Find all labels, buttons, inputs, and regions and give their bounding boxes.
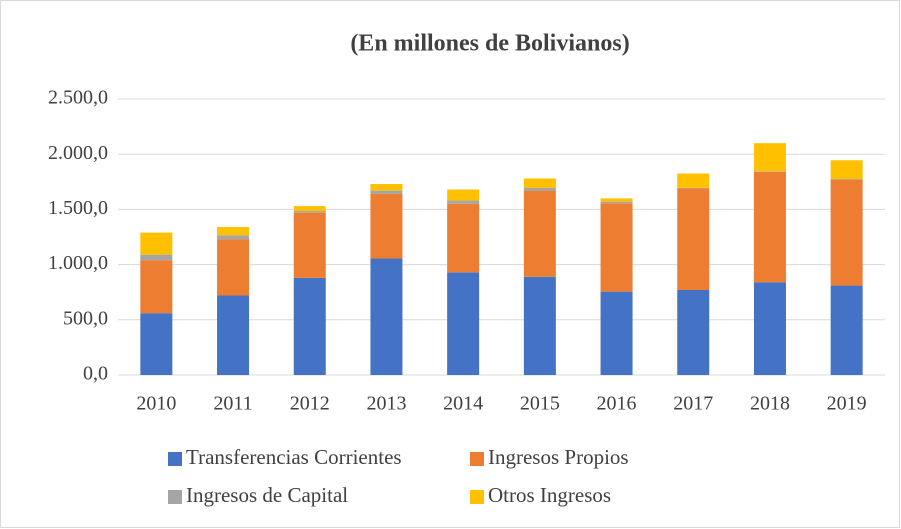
legend-label: Transferencias Corrientes	[186, 445, 402, 469]
bar-segment	[523, 187, 556, 191]
bar-segment	[140, 313, 173, 375]
bar-segment	[600, 201, 633, 204]
bar-segment	[523, 276, 556, 375]
bar-segment	[753, 143, 786, 172]
bar-segment	[370, 184, 403, 191]
chart-title: (En millones de Bolivianos)	[350, 31, 629, 57]
x-tick-label: 2011	[213, 393, 252, 415]
bar-segment	[677, 187, 710, 189]
x-tick-label: 2016	[597, 393, 637, 415]
bar-segment	[830, 160, 863, 180]
y-tick-label: 0,0	[83, 363, 108, 385]
legend-label: Ingresos Propios	[488, 445, 629, 469]
bar-segment	[830, 285, 863, 375]
bar-segment	[140, 260, 173, 314]
x-tick-label: 2018	[750, 393, 790, 415]
bar-segment	[677, 289, 710, 375]
bar-segment	[217, 227, 250, 236]
bar-segment	[677, 173, 710, 188]
y-tick-label: 2.000,0	[48, 142, 108, 164]
bar-segment	[600, 198, 633, 202]
bar-segment	[447, 272, 480, 375]
legend-swatch	[470, 452, 484, 466]
x-tick-label: 2014	[443, 393, 483, 415]
y-tick-label: 1.000,0	[48, 252, 108, 274]
legend-label: Ingresos de Capital	[186, 483, 348, 507]
bar-segment	[140, 232, 173, 255]
bar-segment	[830, 179, 863, 286]
bar-segment	[370, 190, 403, 194]
bar-segment	[753, 171, 786, 172]
legend-swatch	[470, 490, 484, 504]
bar-segment	[600, 203, 633, 292]
x-tick-label: 2017	[673, 393, 713, 415]
x-tick-label: 2019	[827, 393, 867, 415]
bar-segment	[600, 291, 633, 375]
bar-segment	[293, 277, 326, 375]
bar-segment	[293, 206, 326, 212]
bar-segment	[447, 200, 480, 204]
bar-segment	[140, 254, 173, 261]
x-tick-label: 2015	[520, 393, 560, 415]
bar-segment	[677, 188, 710, 290]
y-tick-label: 2.500,0	[48, 87, 108, 109]
bar-segment	[217, 295, 250, 375]
x-tick-label: 2010	[136, 393, 176, 415]
bar-segment	[293, 211, 326, 213]
bar-segment	[217, 239, 250, 296]
y-tick-label: 1.500,0	[48, 197, 108, 219]
legend-label: Otros Ingresos	[488, 483, 611, 507]
bar-segment	[523, 190, 556, 277]
x-tick-label: 2013	[366, 393, 406, 415]
bar-segment	[523, 178, 556, 188]
bar-segment	[830, 179, 863, 180]
x-tick-label: 2012	[290, 393, 330, 415]
legend-swatch	[168, 452, 182, 466]
bar-segment	[293, 212, 326, 278]
bar-segment	[753, 171, 786, 283]
legend-swatch	[168, 490, 182, 504]
bar-segment	[370, 258, 403, 375]
bar-segment	[447, 189, 480, 201]
y-tick-label: 500,0	[63, 307, 108, 329]
bar-segment	[370, 193, 403, 259]
bar-segment	[217, 235, 250, 240]
bar-segment	[447, 203, 480, 273]
bar-segment	[753, 282, 786, 375]
